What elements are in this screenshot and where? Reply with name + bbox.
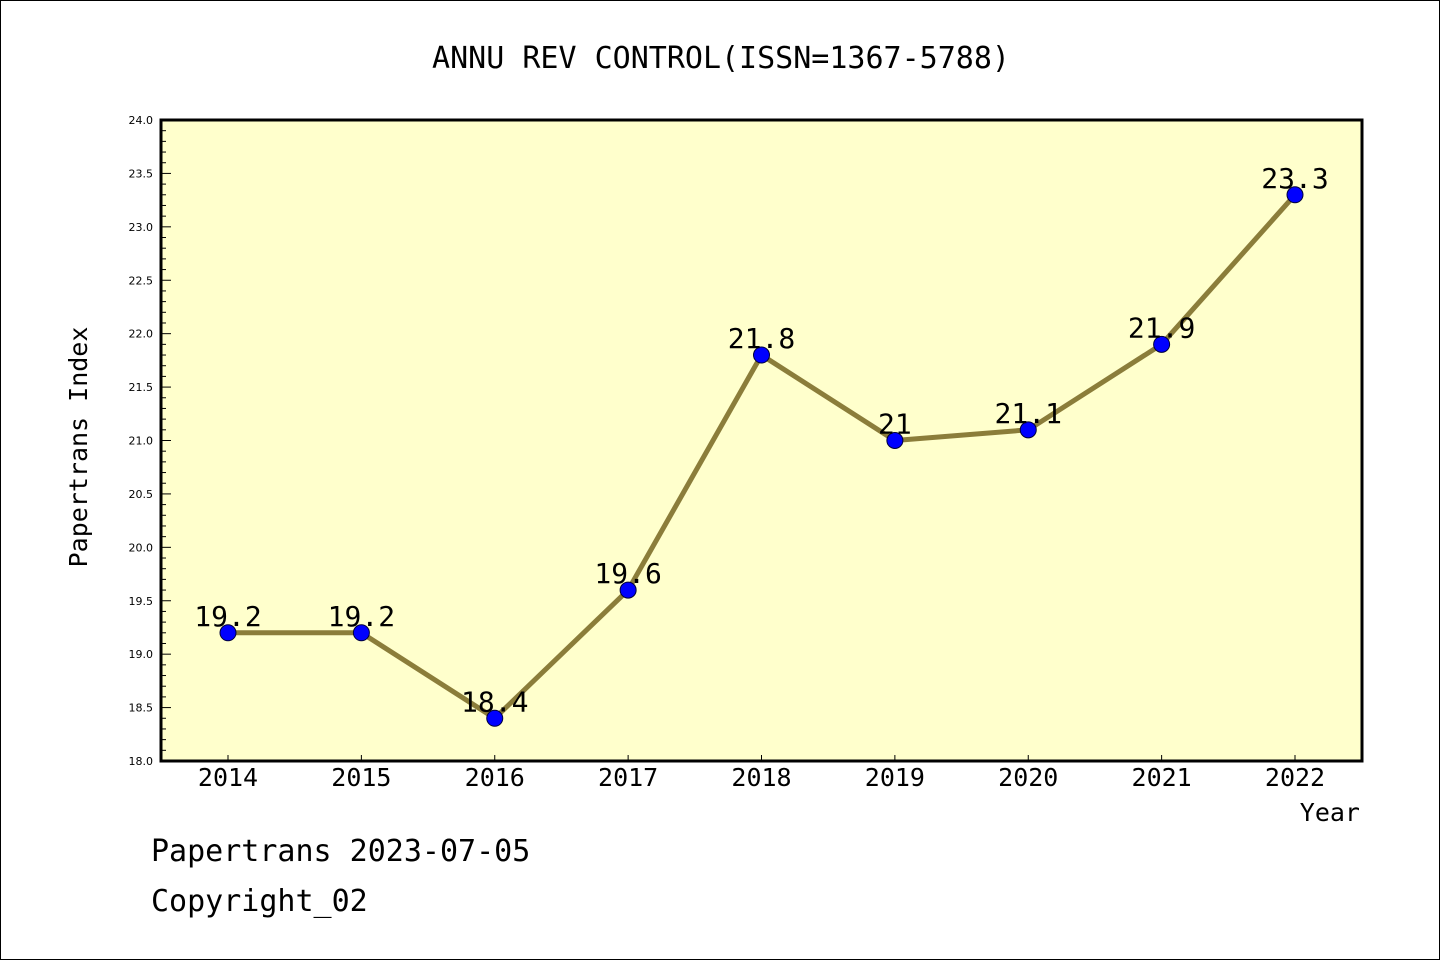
x-axis-label: Year: [1300, 798, 1360, 827]
x-tick-label: 2018: [731, 763, 791, 792]
plot-area: [161, 120, 1362, 761]
y-tick-label: 22.5: [129, 274, 154, 287]
y-tick-label: 19.5: [129, 595, 154, 608]
y-tick-label: 20.0: [129, 541, 154, 554]
y-tick-label: 21.0: [129, 435, 154, 448]
chart-title: ANNU REV CONTROL(ISSN=1367-5788): [432, 41, 1010, 76]
data-label: 18.4: [461, 685, 528, 718]
data-point: [352, 624, 370, 642]
x-tick-label: 2017: [598, 763, 658, 792]
data-point: [1286, 186, 1304, 204]
data-point: [886, 432, 904, 449]
footer-copyright-label: Copyright_02: [151, 884, 368, 919]
data-label: 19.2: [328, 600, 395, 633]
y-tick-label: 23.0: [129, 221, 154, 234]
data-label: 19.2: [194, 600, 261, 633]
y-tick-label: 20.5: [129, 488, 154, 501]
data-point: [753, 346, 770, 364]
y-tick-label: 22.0: [129, 328, 154, 341]
x-tick-label: 2015: [331, 763, 391, 792]
y-tick-label: 21.5: [129, 381, 154, 394]
data-label: 21.8: [728, 322, 795, 355]
x-tick-label: 2019: [865, 763, 925, 792]
data-point: [619, 581, 637, 599]
data-label: 21.9: [1128, 311, 1195, 344]
footer-date-label: Papertrans 2023-07-05: [151, 834, 531, 869]
plot-frame: [159, 118, 1364, 763]
x-tick-label: 2016: [465, 763, 525, 792]
y-tick-label: 24.0: [129, 114, 154, 127]
data-label: 23.3: [1261, 162, 1328, 195]
y-tick-label: 18.0: [129, 755, 154, 768]
data-point: [219, 624, 237, 642]
data-point: [486, 709, 504, 727]
data-label: 21: [878, 408, 912, 441]
y-tick-label: 19.0: [129, 648, 154, 661]
y-tick-label: 23.5: [129, 167, 154, 180]
x-tick-label: 2021: [1132, 763, 1192, 792]
x-tick-label: 2022: [1265, 763, 1325, 792]
y-axis-label: Papertrans Index: [64, 327, 93, 568]
data-point: [1153, 335, 1171, 353]
data-label: 19.6: [594, 557, 661, 590]
x-tick-label: 2020: [998, 763, 1058, 792]
data-label: 21.1: [995, 397, 1062, 430]
data-point: [1019, 421, 1037, 439]
y-tick-label: 18.5: [129, 702, 154, 715]
x-tick-label: 2014: [198, 763, 258, 792]
